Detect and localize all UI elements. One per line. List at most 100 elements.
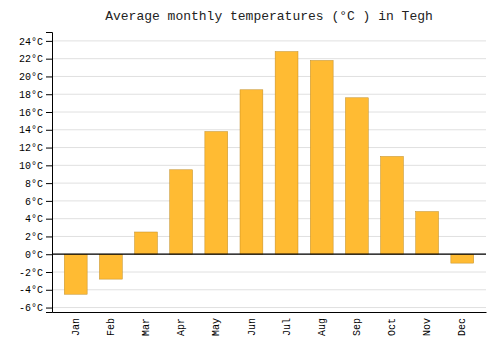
bar xyxy=(275,52,298,255)
y-tick-mark xyxy=(46,183,52,184)
y-tick: 20°C xyxy=(19,72,52,83)
y-tick-mark xyxy=(46,201,52,202)
y-tick: 14°C xyxy=(19,125,52,136)
x-tick-label: Jan xyxy=(71,318,82,336)
y-tick: 6°C xyxy=(25,197,52,208)
y-tick: 2°C xyxy=(25,232,52,243)
y-tick-mark xyxy=(46,76,52,77)
y-axis-line xyxy=(46,33,53,313)
grid-line xyxy=(52,254,486,255)
y-tick: 16°C xyxy=(19,108,52,119)
y-tick-label: 18°C xyxy=(19,90,43,101)
y-tick-label: -4°C xyxy=(19,285,43,296)
bars xyxy=(52,52,486,295)
y-tick-label: 0°C xyxy=(25,250,43,261)
y-tick: 10°C xyxy=(19,161,52,172)
y-tick-mark xyxy=(46,236,52,237)
bar xyxy=(205,132,228,255)
x-tick-label: Nov xyxy=(422,318,433,336)
bar xyxy=(345,98,368,254)
x-tick: Feb xyxy=(106,318,117,336)
x-axis: Jan Feb Mar Apr May Jun Jul Aug Sep Oct Nov Dec xyxy=(53,313,487,337)
x-tick-label: Sep xyxy=(352,318,363,336)
y-tick-mark xyxy=(46,308,52,309)
bar xyxy=(135,232,158,254)
x-tick-label: Jul xyxy=(282,318,293,336)
bar xyxy=(310,60,333,254)
baseline xyxy=(52,254,486,255)
y-tick-label: 12°C xyxy=(19,143,43,154)
y-tick-label: -2°C xyxy=(19,268,43,279)
grid-line xyxy=(52,40,486,41)
x-tick-label: Dec xyxy=(457,318,468,336)
bar xyxy=(416,212,439,255)
bar xyxy=(99,254,122,279)
grid-line xyxy=(52,200,486,201)
x-tick: Dec xyxy=(457,318,468,336)
x-tick: Mar xyxy=(141,318,152,336)
y-tick-label: 22°C xyxy=(19,54,43,65)
y-tick-mark xyxy=(46,165,52,166)
bar xyxy=(170,170,193,254)
y-axis: -6°C -4°C -2°C 0°C 2°C 4°C 6°C 8°C 10°C 12°C 14°C 1… xyxy=(19,33,53,315)
y-tick-mark xyxy=(46,272,52,273)
x-tick-label: Apr xyxy=(176,318,187,336)
y-tick-mark xyxy=(46,41,52,42)
y-tick-label: 2°C xyxy=(25,232,43,243)
grid-line xyxy=(52,76,486,77)
grid-line xyxy=(52,129,486,130)
grid-line xyxy=(52,165,486,166)
y-tick-mark xyxy=(46,219,52,220)
y-tick-label: 14°C xyxy=(19,125,43,136)
y-tick-mark xyxy=(46,59,52,60)
x-tick-label: Feb xyxy=(106,318,117,336)
y-tick: 12°C xyxy=(19,143,52,154)
y-tick-mark xyxy=(46,130,52,131)
bar xyxy=(240,90,263,254)
y-tick-label: 16°C xyxy=(19,108,43,119)
grid-line xyxy=(52,183,486,184)
grid-line xyxy=(52,307,486,308)
bar xyxy=(451,254,474,263)
x-tick: May xyxy=(211,318,222,336)
x-tick-label: May xyxy=(211,318,222,336)
x-tick: Oct xyxy=(387,318,398,336)
x-tick-label: Aug xyxy=(317,318,328,336)
y-tick-mark xyxy=(46,112,52,113)
grid-line xyxy=(52,58,486,59)
y-tick: -6°C xyxy=(19,303,52,314)
x-tick: Aug xyxy=(317,318,328,336)
y-tick-mark xyxy=(46,254,52,255)
y-tick: 4°C xyxy=(25,214,52,225)
y-tick: 0°C xyxy=(25,250,52,261)
x-axis-line xyxy=(53,312,487,313)
y-tick: 8°C xyxy=(25,179,52,190)
x-tick: Jun xyxy=(247,318,258,336)
x-tick: Jul xyxy=(282,318,293,336)
x-tick: Nov xyxy=(422,318,433,336)
grid-line xyxy=(52,112,486,113)
y-tick-label: 6°C xyxy=(25,197,43,208)
grid xyxy=(52,41,486,308)
x-tick: Sep xyxy=(352,318,363,336)
bar xyxy=(64,254,87,294)
y-tick-label: 10°C xyxy=(19,161,43,172)
y-tick-mark xyxy=(46,148,52,149)
x-tick: Jan xyxy=(71,318,82,336)
y-tick: 24°C xyxy=(19,37,52,48)
x-tick-label: Jun xyxy=(247,318,258,336)
x-tick-label: Mar xyxy=(141,318,152,336)
grid-line xyxy=(52,94,486,95)
y-tick-label: 24°C xyxy=(19,37,43,48)
y-tick-mark xyxy=(46,94,52,95)
plot: -6°C -4°C -2°C 0°C 2°C 4°C 6°C 8°C 10°C 12°C 14°C 1… xyxy=(19,33,487,337)
x-tick: Apr xyxy=(176,318,187,336)
y-tick: -4°C xyxy=(19,285,52,296)
y-tick-label: -6°C xyxy=(19,303,43,314)
y-tick-label: 20°C xyxy=(19,72,43,83)
y-tick: 22°C xyxy=(19,54,52,65)
title: Average monthly temperatures (°C ) in Te… xyxy=(105,9,433,24)
y-tick: 18°C xyxy=(19,90,52,101)
y-tick-label: 8°C xyxy=(25,179,43,190)
y-tick: -2°C xyxy=(19,268,52,279)
